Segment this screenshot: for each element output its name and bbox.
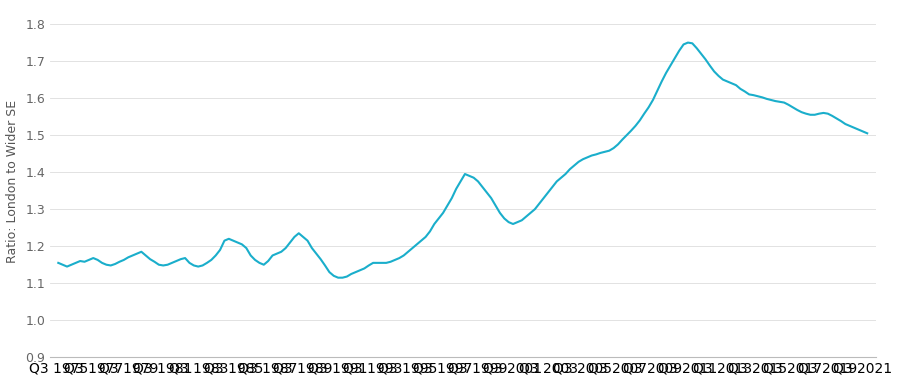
Y-axis label: Ratio: London to Wider SE: Ratio: London to Wider SE [5,100,19,263]
